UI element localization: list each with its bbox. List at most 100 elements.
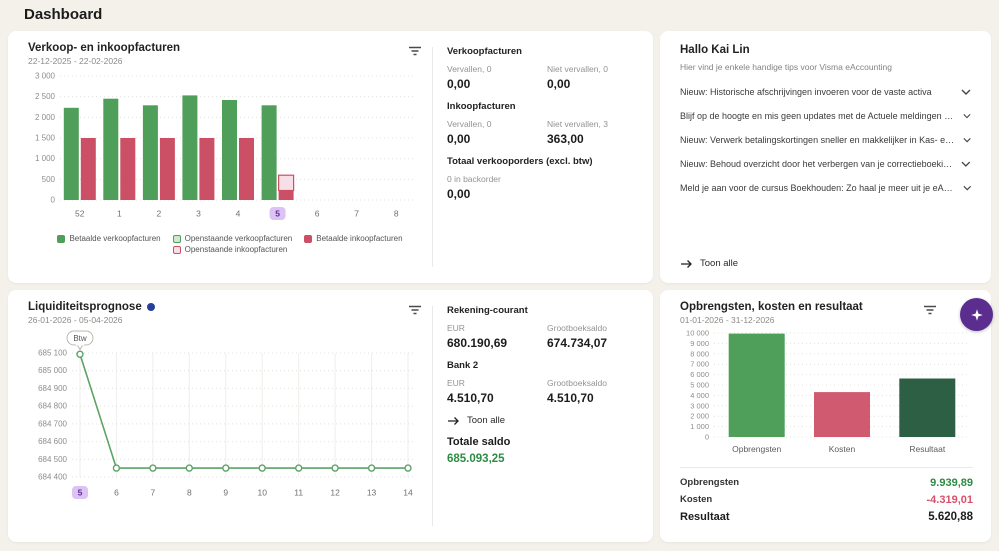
svg-text:13: 13 (367, 488, 377, 498)
tips-subtitle: Hier vind je enkele handige tips voor Vi… (680, 62, 892, 72)
legend-item: Openstaande inkoopfacturen (172, 245, 287, 254)
total-balance-label: Totale saldo (447, 436, 511, 448)
svg-text:10 000: 10 000 (686, 329, 709, 338)
invoices-card: Verkoop- en inkoopfacturen 22-12-2025 - … (8, 31, 653, 283)
svg-text:12: 12 (330, 488, 340, 498)
legend-item: Betaalde verkoopfacturen (57, 234, 161, 243)
svg-text:1 000: 1 000 (690, 422, 709, 431)
tips-card: Hallo Kai Lin Hier vind je enkele handig… (660, 31, 991, 283)
stat-label: 0 in backorder (447, 174, 501, 184)
liquidity-stats-pane: Rekening-courant EUR 680.190,69 Grootboe… (433, 290, 653, 542)
stat-label: Vervallen, 0 (447, 119, 492, 129)
svg-text:685 000: 685 000 (38, 366, 67, 375)
stat-label: Grootboeksaldo (547, 378, 608, 388)
dashboard-grid: Verkoop- en inkoopfacturen 22-12-2025 - … (8, 31, 993, 542)
tip-accordion-item[interactable]: Blijf op de hoogte en mis geen updates m… (680, 104, 971, 128)
invoices-legend: Betaalde verkoopfacturen Openstaande ver… (28, 234, 432, 254)
svg-text:684 800: 684 800 (38, 402, 67, 411)
svg-text:52: 52 (75, 209, 85, 219)
svg-text:1 000: 1 000 (35, 154, 56, 163)
svg-text:684 900: 684 900 (38, 384, 67, 393)
stat-value: 4.510,70 (547, 391, 594, 405)
stat-label: Vervallen, 0 (447, 64, 492, 74)
svg-text:11: 11 (294, 488, 303, 498)
filter-icon (409, 305, 421, 315)
page-title: Dashboard (24, 6, 103, 23)
results-date-range: 01-01-2026 - 31-12-2026 (680, 315, 775, 325)
stat-value: 674.734,07 (547, 336, 608, 350)
svg-text:6: 6 (315, 209, 320, 219)
chevron-down-icon (961, 89, 971, 95)
info-dot-icon (146, 303, 155, 311)
tip-accordion-item[interactable]: Meld je aan voor de cursus Boekhouden: Z… (680, 176, 971, 200)
svg-text:7: 7 (354, 209, 359, 219)
account-name: Bank 2 (447, 360, 479, 371)
liquidity-date-range: 26-01-2026 - 05-04-2026 (28, 315, 123, 325)
liquidity-filter-button[interactable] (404, 301, 426, 322)
svg-text:8: 8 (187, 488, 192, 498)
stat-group-title: Inkoopfacturen (447, 101, 516, 112)
svg-text:Resultaat: Resultaat (909, 444, 946, 454)
invoices-chart-pane: Verkoop- en inkoopfacturen 22-12-2025 - … (8, 31, 432, 283)
tip-accordion-item[interactable]: Nieuw: Historische afschrijvingen invoer… (680, 80, 971, 104)
summary-row: Opbrengsten 9.939,89 (680, 476, 973, 489)
results-filter-button[interactable] (919, 301, 941, 322)
svg-text:0: 0 (705, 433, 709, 442)
tips-show-all-link[interactable]: Toon alle (680, 258, 971, 269)
stat-value: 0,00 (447, 132, 471, 146)
stat-group-title: Totaal verkooporders (excl. btw) (447, 156, 593, 167)
svg-text:3: 3 (196, 209, 201, 219)
results-card: Opbrengsten, kosten en resultaat 01-01-2… (660, 290, 993, 542)
svg-text:7 000: 7 000 (690, 360, 709, 369)
arrow-right-icon (681, 259, 692, 268)
svg-text:Kosten: Kosten (829, 444, 856, 454)
legend-swatch-icon (304, 234, 313, 243)
svg-text:2: 2 (157, 209, 162, 219)
stat-value: 0,00 (447, 187, 471, 201)
summary-row: Resultaat 5.620,88 (680, 510, 973, 523)
svg-text:14: 14 (403, 488, 413, 498)
stat-value: 363,00 (547, 132, 584, 146)
tip-accordion-item[interactable]: Nieuw: Behoud overzicht door het verberg… (680, 152, 971, 176)
liquidity-card: Liquiditeitsprognose 26-01-2026 - 05-04-… (8, 290, 653, 542)
stat-value: 0,00 (447, 77, 471, 91)
liquidity-chart-pane: Liquiditeitsprognose 26-01-2026 - 05-04-… (8, 290, 432, 542)
svg-text:9 000: 9 000 (690, 339, 709, 348)
filter-icon (409, 46, 421, 56)
stat-value: 0,00 (547, 77, 571, 91)
results-card-title: Opbrengsten, kosten en resultaat (680, 301, 863, 313)
invoices-filter-button[interactable] (404, 42, 426, 63)
stat-value: 680.190,69 (447, 336, 508, 350)
svg-text:3 000: 3 000 (690, 401, 709, 410)
legend-swatch-icon (57, 234, 66, 243)
svg-text:Btw: Btw (73, 334, 87, 343)
svg-text:5 000: 5 000 (690, 381, 709, 390)
svg-text:9: 9 (223, 488, 228, 498)
liquidity-chart: 684 400 684 500 684 600 684 700 684 800 684 9… (38, 330, 414, 499)
liquidity-card-title: Liquiditeitsprognose (28, 301, 142, 313)
svg-text:6: 6 (114, 488, 119, 498)
svg-text:1: 1 (117, 209, 122, 219)
svg-text:10: 10 (257, 488, 267, 498)
vertical-divider (432, 47, 433, 267)
svg-text:2 000: 2 000 (690, 412, 709, 421)
chevron-down-icon (962, 185, 971, 191)
liquidity-show-all-link[interactable]: Toon alle (447, 415, 639, 426)
svg-text:5: 5 (275, 209, 280, 219)
svg-text:4 000: 4 000 (690, 391, 709, 400)
invoices-date-range: 22-12-2025 - 22-02-2026 (28, 56, 123, 66)
legend-item: Openstaande verkoopfacturen (172, 234, 292, 243)
results-summary: Opbrengsten 9.939,89 Kosten -4.319,01 Re… (680, 467, 973, 525)
legend-swatch-icon (172, 245, 181, 254)
svg-text:685 100: 685 100 (38, 349, 67, 358)
tip-accordion-item[interactable]: Nieuw: Verwerk betalingskortingen snelle… (680, 128, 971, 152)
svg-text:684 600: 684 600 (38, 437, 67, 446)
stat-label: Niet vervallen, 0 (547, 64, 608, 74)
ai-assistant-button[interactable] (960, 298, 993, 331)
legend-swatch-icon (172, 234, 181, 243)
tips-card-title: Hallo Kai Lin (680, 44, 750, 56)
stat-label: EUR (447, 323, 465, 333)
svg-text:4: 4 (236, 209, 241, 219)
stat-group-title: Verkoopfacturen (447, 46, 522, 57)
